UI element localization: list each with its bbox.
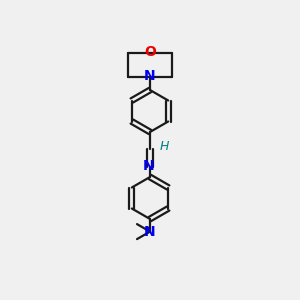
Text: H: H [160,140,169,154]
Text: N: N [144,70,156,83]
Text: O: O [144,46,156,59]
Text: N: N [144,225,156,238]
Text: N: N [143,160,154,173]
